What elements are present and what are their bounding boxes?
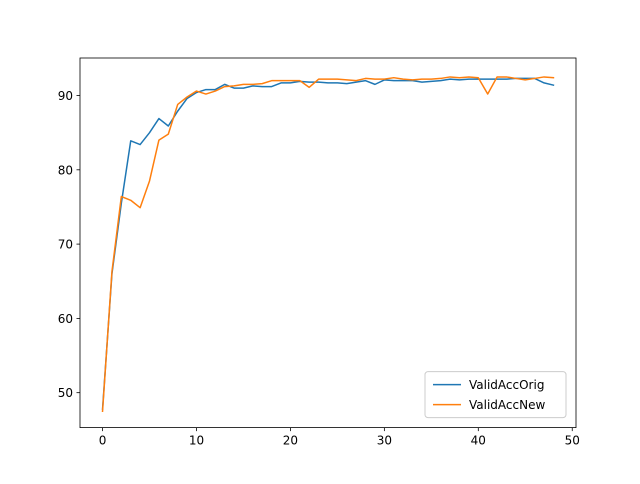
y-tick-label: 70 xyxy=(58,238,73,252)
x-tick-label: 20 xyxy=(283,434,298,448)
series-layer xyxy=(101,76,555,413)
plot-frame xyxy=(79,57,577,429)
y-tick-label: 50 xyxy=(58,386,73,400)
y-tick-label: 80 xyxy=(58,163,73,177)
series-line-1 xyxy=(101,76,555,413)
x-tick-label: 40 xyxy=(471,434,486,448)
y-tick-label: 60 xyxy=(58,312,73,326)
legend-label-1: ValidAccNew xyxy=(469,398,545,412)
y-axis: 50 60 70 80 90 xyxy=(58,89,80,400)
y-tick-label: 90 xyxy=(58,89,73,103)
x-tick-label: 50 xyxy=(565,434,580,448)
x-tick-label: 0 xyxy=(99,434,107,448)
x-tick-label: 30 xyxy=(377,434,392,448)
legend-box xyxy=(424,371,567,419)
legend: ValidAccOrig ValidAccNew xyxy=(424,371,567,419)
x-axis: 0 10 20 30 40 50 xyxy=(99,427,580,448)
x-tick-label: 10 xyxy=(189,434,204,448)
legend-label-0: ValidAccOrig xyxy=(469,378,544,392)
